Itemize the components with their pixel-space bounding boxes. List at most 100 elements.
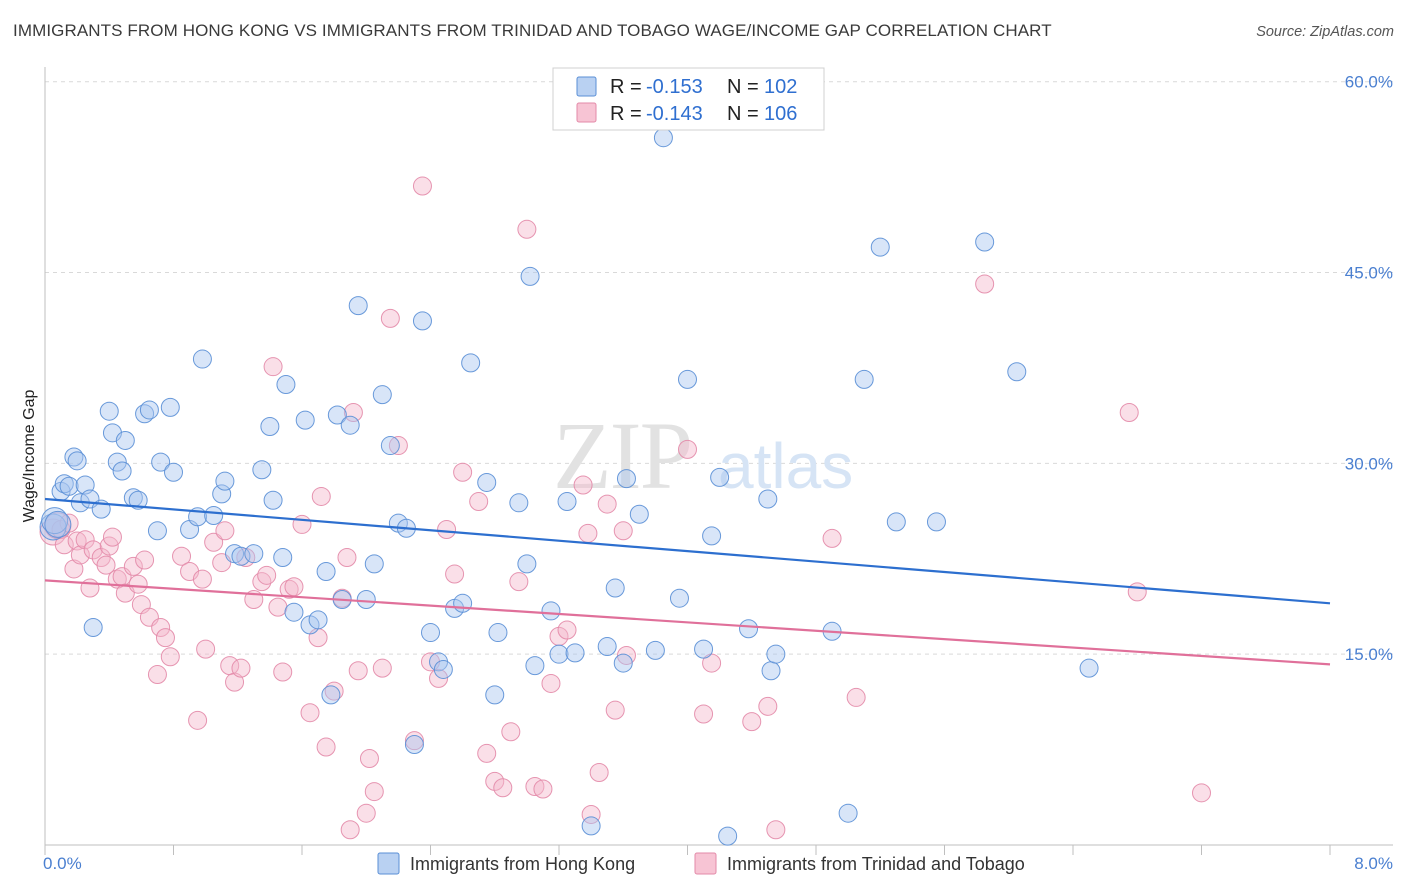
hongkong-point-5 (59, 476, 79, 496)
trinidad-point-68 (437, 520, 457, 540)
hongkong-point-83 (669, 588, 689, 608)
hongkong-point-2 (44, 510, 72, 538)
x-tick-label-1: 8.0% (1354, 854, 1393, 873)
trinidad-point-50 (311, 486, 331, 506)
trinidad-point-78 (525, 776, 545, 796)
hongkong-point-99 (975, 232, 995, 252)
hongkong-point-17 (115, 430, 135, 450)
hongkong-point-1 (41, 507, 69, 535)
series-trinidad-points (39, 176, 1211, 840)
x-tick-labels: 0.0% 8.0% (43, 854, 1393, 873)
trinidad-point-80 (541, 673, 561, 693)
hongkong-point-28 (192, 349, 212, 369)
legend-r-label-1: R = (610, 76, 642, 98)
x-tick-label-0: 0.0% (43, 854, 82, 873)
hongkong-point-58 (421, 623, 440, 643)
hongkong-point-75 (581, 816, 601, 836)
trinidad-point-89 (613, 521, 633, 541)
legend-r-label-2: R = (610, 103, 642, 125)
hongkong-point-49 (348, 296, 368, 316)
hongkong-point-91 (761, 661, 781, 681)
hongkong-point-40 (284, 602, 304, 622)
hongkong-point-21 (139, 400, 159, 420)
trinidad-point-101 (1127, 582, 1147, 602)
trinidad-point-59 (359, 748, 379, 768)
trinidad-point-10 (83, 540, 103, 560)
legend-box (552, 67, 825, 131)
legend-bottom-label-trinidad: Immigrants from Trinidad and Tobago (727, 854, 1025, 874)
hongkong-point-79 (616, 469, 636, 489)
trinidad-point-47 (292, 514, 312, 534)
hongkong-point-19 (128, 490, 148, 510)
hongkong-point-84 (678, 369, 697, 389)
hongkong-point-22 (147, 521, 167, 541)
trinidad-point-4 (59, 513, 79, 533)
hongkong-point-69 (520, 266, 540, 286)
hongkong-point-25 (164, 462, 183, 482)
trinidad-point-74 (493, 778, 513, 798)
hongkong-point-73 (557, 492, 577, 512)
legend-top: R = -0.153 N = 102 R = -0.143 N = 106 (552, 67, 825, 131)
chart-title: IMMIGRANTS FROM HONG KONG VS IMMIGRANTS … (13, 21, 1052, 40)
trinidad-point-14 (102, 527, 122, 547)
trinidad-point-77 (517, 219, 537, 239)
trinidad-point-40 (252, 572, 272, 592)
trend-line-trinidad (44, 579, 1331, 666)
trinidad-point-87 (597, 494, 617, 514)
hongkong-point-63 (461, 353, 481, 373)
trinidad-point-48 (300, 703, 320, 723)
trinidad-point-30 (192, 569, 212, 589)
trinidad-point-56 (343, 402, 363, 422)
trinidad-point-26 (160, 647, 180, 667)
hongkong-point-60 (433, 659, 453, 679)
trinidad-point-29 (188, 710, 208, 730)
gridlines (45, 81, 1393, 655)
legend-bottom-swatch-trinidad (694, 852, 717, 875)
hongkong-point-57 (412, 311, 432, 331)
legend-n-value-1: 102 (764, 76, 797, 98)
trinidad-point-42 (263, 357, 283, 377)
trinidad-point-83 (573, 475, 593, 495)
legend-n-label-1: N = (727, 76, 759, 98)
trinidad-point-75 (501, 722, 521, 742)
hongkong-point-98 (926, 512, 946, 532)
hongkong-point-35 (252, 460, 272, 480)
hongkong-point-52 (372, 385, 392, 405)
trinidad-point-37 (231, 658, 251, 678)
legend-bottom-swatch-hongkong (377, 852, 400, 875)
hongkong-point-41 (295, 410, 315, 430)
hongkong-point-30 (212, 484, 232, 504)
hongkong-point-13 (99, 401, 119, 421)
hongkong-point-23 (151, 452, 171, 472)
legend-swatch-hongkong (576, 76, 597, 97)
trinidad-point-76 (509, 572, 529, 592)
hongkong-point-62 (453, 593, 473, 613)
hongkong-point-74 (565, 643, 585, 663)
trinidad-point-69 (445, 564, 465, 584)
hongkong-point-6 (64, 447, 84, 467)
trinidad-point-65 (412, 176, 432, 196)
hongkong-point-15 (107, 452, 127, 472)
trinidad-point-99 (975, 274, 995, 294)
trinidad-point-73 (485, 771, 505, 791)
trinidad-point-102 (1192, 783, 1211, 803)
y-tick-label-3: 60.0% (1345, 73, 1393, 92)
hongkong-point-38 (273, 548, 293, 568)
legend-bottom: Immigrants from Hong Kong Immigrants fro… (377, 852, 1025, 875)
trinidad-point-55 (340, 820, 360, 840)
trinidad-point-72 (477, 743, 497, 763)
trinidad-point-58 (356, 803, 376, 823)
hongkong-point-81 (645, 640, 665, 660)
trinidad-point-92 (694, 704, 714, 724)
hongkong-point-80 (629, 504, 649, 524)
trinidad-point-21 (135, 550, 155, 570)
legend-n-value-2: 106 (764, 103, 797, 125)
hongkong-point-31 (215, 471, 235, 491)
trend-line-hongkong (44, 497, 1331, 605)
hongkong-point-90 (758, 489, 778, 509)
trinidad-point-88 (605, 700, 625, 720)
y-tick-labels: 15.0% 30.0% 45.0% 60.0% (1345, 73, 1393, 664)
trinidad-point-36 (225, 672, 245, 692)
hongkong-point-11 (83, 617, 103, 637)
trinidad-point-86 (589, 762, 609, 782)
